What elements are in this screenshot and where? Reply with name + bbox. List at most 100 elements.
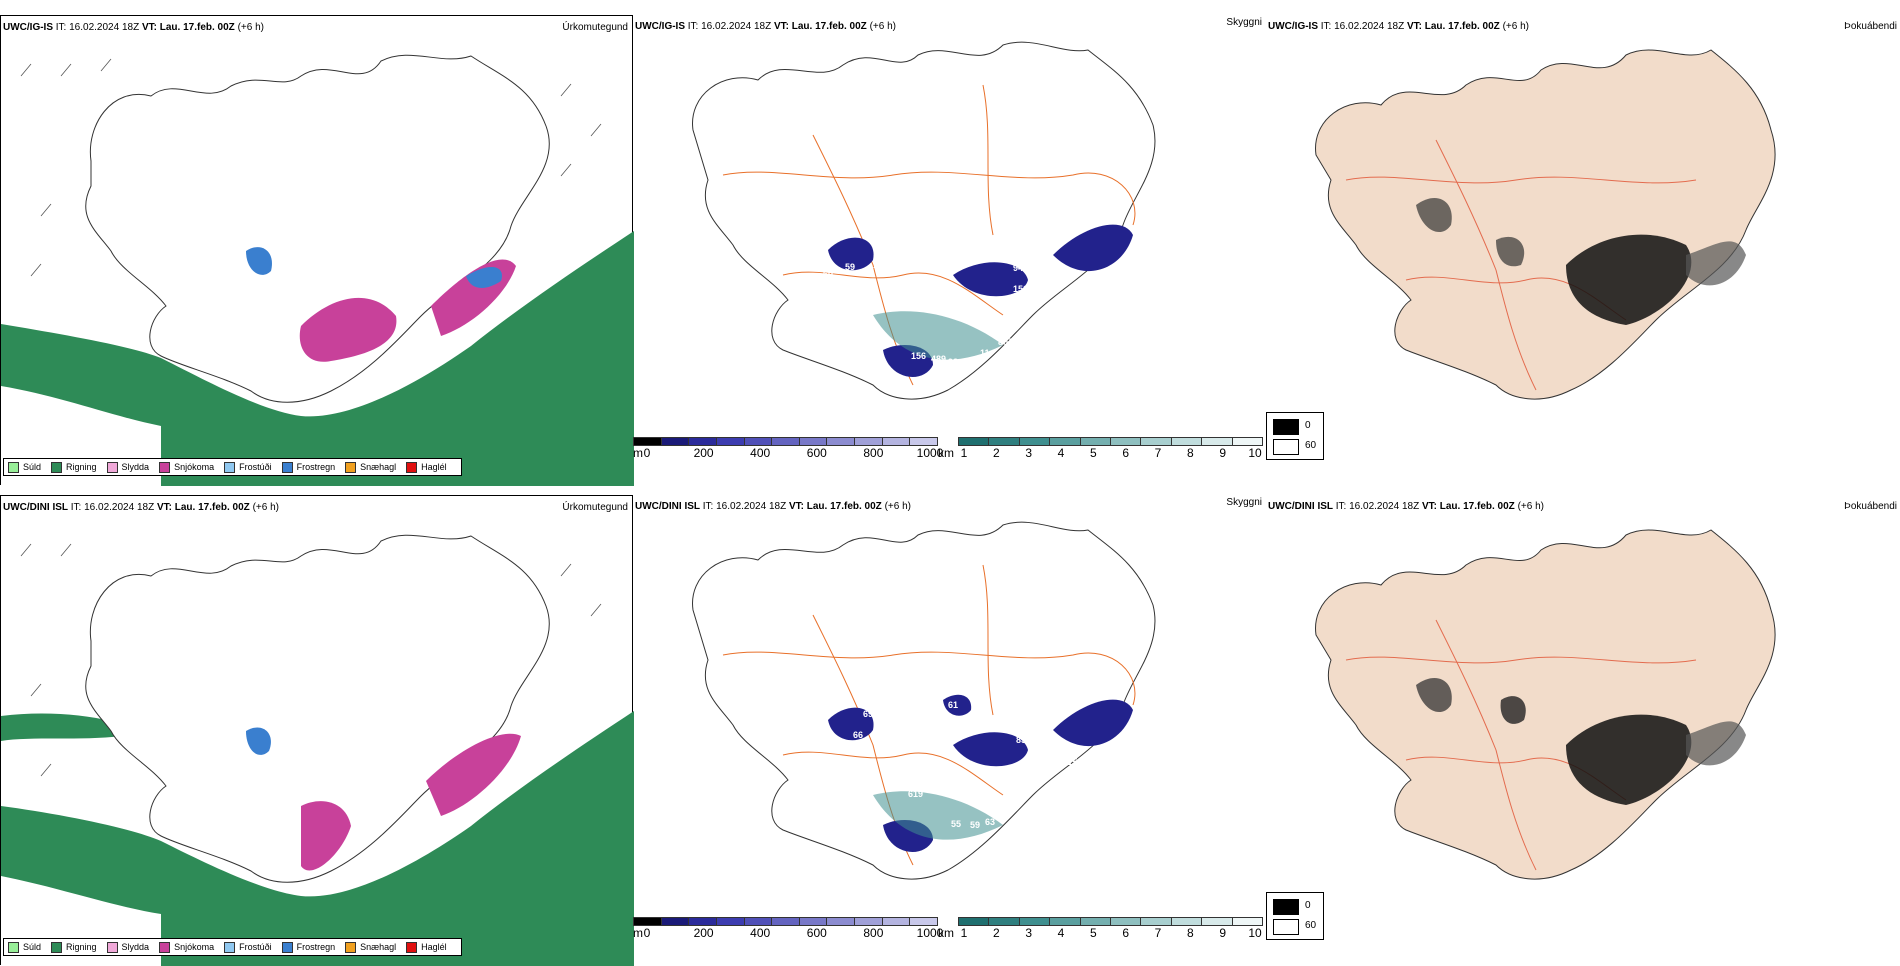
legend-item: Slydda — [106, 941, 149, 953]
scale-segment — [1110, 437, 1141, 446]
station-label: 72 — [1143, 250, 1153, 260]
scale-tick-label: 600 — [806, 446, 827, 460]
scale-segment — [715, 917, 744, 926]
scale-tick-label: 1 — [960, 446, 968, 460]
scale-tick-label: 2 — [992, 446, 1000, 460]
precip-legend: Súld Rigning Slydda Snjókoma Frostúði Fr… — [3, 458, 462, 476]
fog-legend: 0 60 — [1266, 892, 1324, 940]
station-label: 115 — [1063, 757, 1078, 767]
scale-segment — [633, 437, 661, 446]
station-label: 280 — [948, 845, 963, 855]
visibility-panel-ig: 62 59 60 10 323 94 151 162 103 130 95 83… — [633, 15, 1266, 485]
visibility-panel-dini: 69 66 61 619 2 85 112 115 83 74 66 70 68… — [633, 495, 1266, 965]
scale-tick-label: 4 — [1057, 926, 1065, 940]
scale-segment — [958, 917, 989, 926]
scale-segment — [1170, 437, 1202, 446]
scale-segment — [633, 917, 661, 926]
scale-tick-label: 0 — [643, 446, 651, 460]
scale-segment — [909, 437, 939, 446]
panel-title: Þokuábendi — [1844, 21, 1897, 32]
scale-segment — [988, 917, 1019, 926]
panel-header: UWC/DINI ISL IT: 16.02.2024 18Z VT: Lau.… — [1268, 501, 1544, 512]
scale-segment — [826, 437, 855, 446]
scale-segment — [988, 437, 1019, 446]
station-label: 68 — [1143, 739, 1153, 749]
scale-tick-label: 3 — [1025, 926, 1032, 940]
scale-tick-label: 200 — [693, 926, 714, 940]
visibility-scale — [958, 437, 1264, 446]
station-label: 151 — [1013, 284, 1028, 294]
scale-segment — [958, 437, 989, 446]
scale-segment — [1140, 437, 1171, 446]
station-label: 62 — [938, 240, 948, 250]
station-label: 69 — [863, 709, 873, 719]
station-label: 110 — [1165, 217, 1180, 227]
scale-unit: m — [633, 446, 643, 460]
station-label: 63 — [985, 817, 995, 827]
scale-segment — [1140, 917, 1171, 926]
fog-map-ig — [1315, 49, 1776, 400]
scale-segment — [1170, 917, 1202, 926]
scale-segment — [1049, 437, 1080, 446]
panel-header: UWC/DINI ISL IT: 16.02.2024 18Z VT: Lau.… — [3, 502, 279, 513]
precip-type-panel-ig: UWC/IG-IS IT: 16.02.2024 18Z VT: Lau. 17… — [0, 15, 634, 486]
legend-item: Haglél — [406, 941, 447, 953]
scale-segment — [1231, 437, 1264, 446]
scale-segment — [1018, 917, 1050, 926]
cloud-base-scale — [633, 437, 939, 446]
legend-item: Frostúði — [224, 941, 272, 953]
station-label: 79 — [745, 209, 755, 219]
station-label: 807 — [998, 337, 1013, 347]
station-label: 489 — [931, 354, 946, 364]
station-label: 60 — [823, 269, 833, 279]
precip-map-ig — [1, 54, 634, 486]
cloud-base-scale — [633, 917, 939, 926]
scale-tick-label: 400 — [750, 926, 771, 940]
scale-segment — [1231, 917, 1264, 926]
legend-item: Súld — [8, 941, 41, 953]
scale-tick-label: 10 — [1248, 446, 1262, 460]
visibility-scale — [958, 917, 1264, 926]
station-label: 70 — [1145, 723, 1155, 733]
scale-segment — [688, 437, 716, 446]
station-label: 83 — [1116, 265, 1126, 275]
panel-header: UWC/IG-IS IT: 16.02.2024 18Z VT: Lau. 17… — [3, 22, 264, 33]
fog-legend: 0 60 — [1266, 412, 1324, 460]
fog-panel-dini: UWC/DINI ISL IT: 16.02.2024 18Z VT: Lau.… — [1266, 495, 1899, 965]
scale-tick-label: 5 — [1089, 446, 1097, 460]
panel-title: Skyggni — [1226, 17, 1262, 28]
scale-segment — [1201, 437, 1232, 446]
scale-tick-label: 9 — [1219, 926, 1226, 940]
precip-type-panel-dini: UWC/DINI ISL IT: 16.02.2024 18Z VT: Lau.… — [0, 495, 634, 966]
station-values: 69 66 61 619 2 85 112 115 83 74 66 70 68… — [853, 700, 1181, 855]
panel-title: Úrkomutegund — [562, 502, 628, 513]
station-label: 55 — [951, 819, 961, 829]
scale-tick-label: 200 — [693, 446, 714, 460]
fog-panel-ig: UWC/IG-IS IT: 16.02.2024 18Z VT: Lau. 17… — [1266, 15, 1899, 485]
scale-unit: km — [938, 926, 954, 940]
legend-item: Snæhagl — [345, 941, 396, 953]
panel-header: UWC/IG-IS IT: 16.02.2024 18Z VT: Lau. 17… — [635, 21, 896, 32]
station-label: 95 — [1097, 277, 1107, 287]
visibility-ticks: km 1 2 3 4 5 6 7 8 9 10 — [938, 926, 1263, 940]
precip-legend: Súld Rigning Slydda Snjókoma Frostúði Fr… — [3, 938, 462, 956]
scale-segment — [771, 917, 799, 926]
fog-map-dini — [1315, 529, 1776, 880]
scale-tick-label: 9 — [1219, 446, 1226, 460]
legend-item: Rigning — [51, 461, 97, 473]
scale-segment — [743, 437, 772, 446]
scale-segment — [1049, 917, 1080, 926]
scale-tick-label: 10 — [1248, 926, 1262, 940]
station-label: 323 — [845, 292, 860, 302]
station-label: 156 — [911, 351, 926, 361]
scale-tick-label: 800 — [863, 926, 884, 940]
panel-header: UWC/IG-IS IT: 16.02.2024 18Z VT: Lau. 17… — [1268, 21, 1529, 32]
station-values: 62 59 60 10 323 94 151 162 103 130 95 83… — [745, 209, 1180, 384]
visibility-ticks: km 1 2 3 4 5 6 7 8 9 10 — [938, 446, 1263, 460]
legend-item: Frostregn — [281, 941, 335, 953]
legend-item: Snæhagl — [345, 461, 396, 473]
scale-segment — [1018, 437, 1050, 446]
scale-tick-label: 400 — [750, 446, 771, 460]
station-label: 93 — [948, 357, 958, 367]
scale-segment — [1201, 917, 1232, 926]
